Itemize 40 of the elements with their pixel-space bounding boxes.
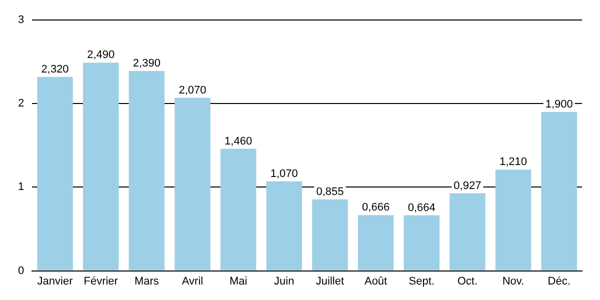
bar <box>404 215 440 270</box>
data-label: 0,855 <box>316 186 344 198</box>
bar <box>220 148 256 270</box>
bar <box>174 98 210 270</box>
x-tick-label: Oct. <box>457 275 478 288</box>
x-tick-label: Août <box>364 275 388 288</box>
data-label: 2,070 <box>178 84 206 96</box>
y-tick-label: 0 <box>18 264 24 277</box>
x-tick-label: Avril <box>182 275 204 288</box>
data-label: 1,070 <box>270 168 298 180</box>
x-tick-label: Mars <box>134 275 160 288</box>
data-label: 0,664 <box>408 202 436 214</box>
bar <box>450 193 486 270</box>
data-label: 1,460 <box>224 135 252 148</box>
data-label: 2,490 <box>87 49 115 62</box>
x-tick-label: Mai <box>229 275 248 288</box>
x-tick-label: Janvier <box>37 275 74 288</box>
bar <box>37 76 73 270</box>
y-tick-label: 2 <box>18 98 24 110</box>
x-tick-label: Juin <box>274 275 294 288</box>
x-tick-label: Février <box>84 275 118 288</box>
x-tick-label: Déc. <box>548 275 570 288</box>
bar <box>495 170 532 270</box>
bar <box>541 112 577 270</box>
data-label: 1,210 <box>500 156 528 168</box>
bar <box>128 70 165 270</box>
data-label: 0,927 <box>454 180 482 192</box>
x-tick-label: Sept. <box>408 275 434 288</box>
bar <box>82 62 119 270</box>
data-label: 2,320 <box>41 63 69 76</box>
x-tick-label: Nov. <box>502 275 524 288</box>
bar <box>266 181 302 270</box>
data-label: 0,666 <box>362 202 390 214</box>
y-tick-label: 1 <box>18 181 24 194</box>
bar <box>312 199 348 270</box>
x-tick-label: Juillet <box>316 275 344 288</box>
y-tick-label: 3 <box>18 14 24 26</box>
bar <box>358 215 394 270</box>
data-label: 1,900 <box>545 98 573 110</box>
data-label: 2,390 <box>132 58 160 70</box>
